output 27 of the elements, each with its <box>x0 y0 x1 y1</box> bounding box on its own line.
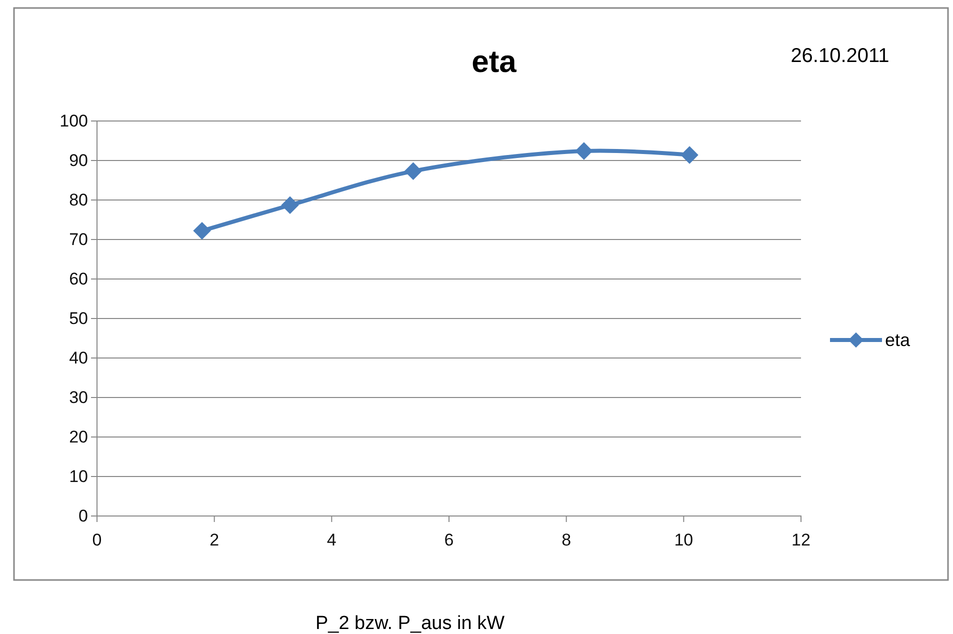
point <box>680 146 698 164</box>
chart-title: eta <box>472 44 518 79</box>
point <box>575 142 593 160</box>
y-tick-label: 60 <box>69 269 88 288</box>
y-tick-label: 20 <box>69 427 88 446</box>
x-tick-label: 2 <box>210 530 220 550</box>
x-tick-label: 10 <box>674 530 694 550</box>
x-tick-label: 0 <box>92 530 102 550</box>
point <box>281 196 299 214</box>
y-tick-label: 0 <box>78 506 88 526</box>
x-tick-label: 6 <box>444 530 454 550</box>
y-tick-label: 80 <box>69 190 88 210</box>
legend-label: eta <box>885 330 912 350</box>
y-tick-label: 100 <box>60 111 88 130</box>
x-tick-label: 12 <box>792 530 810 550</box>
y-tick-label: 30 <box>69 388 88 407</box>
y-tick-label: 90 <box>69 150 88 170</box>
y-tick-label: 40 <box>69 348 88 368</box>
point <box>404 162 422 180</box>
y-tick-label: 50 <box>69 308 88 328</box>
x-axis-title: P_2 bzw. P_aus in kW <box>315 613 505 634</box>
text: 26.10.2011 <box>790 45 890 67</box>
y-tick-label: 10 <box>69 466 88 486</box>
x-tick-label: 8 <box>562 530 572 550</box>
point <box>193 222 211 240</box>
y-tick-label: 70 <box>69 230 88 249</box>
x-tick-label: 4 <box>326 530 336 550</box>
